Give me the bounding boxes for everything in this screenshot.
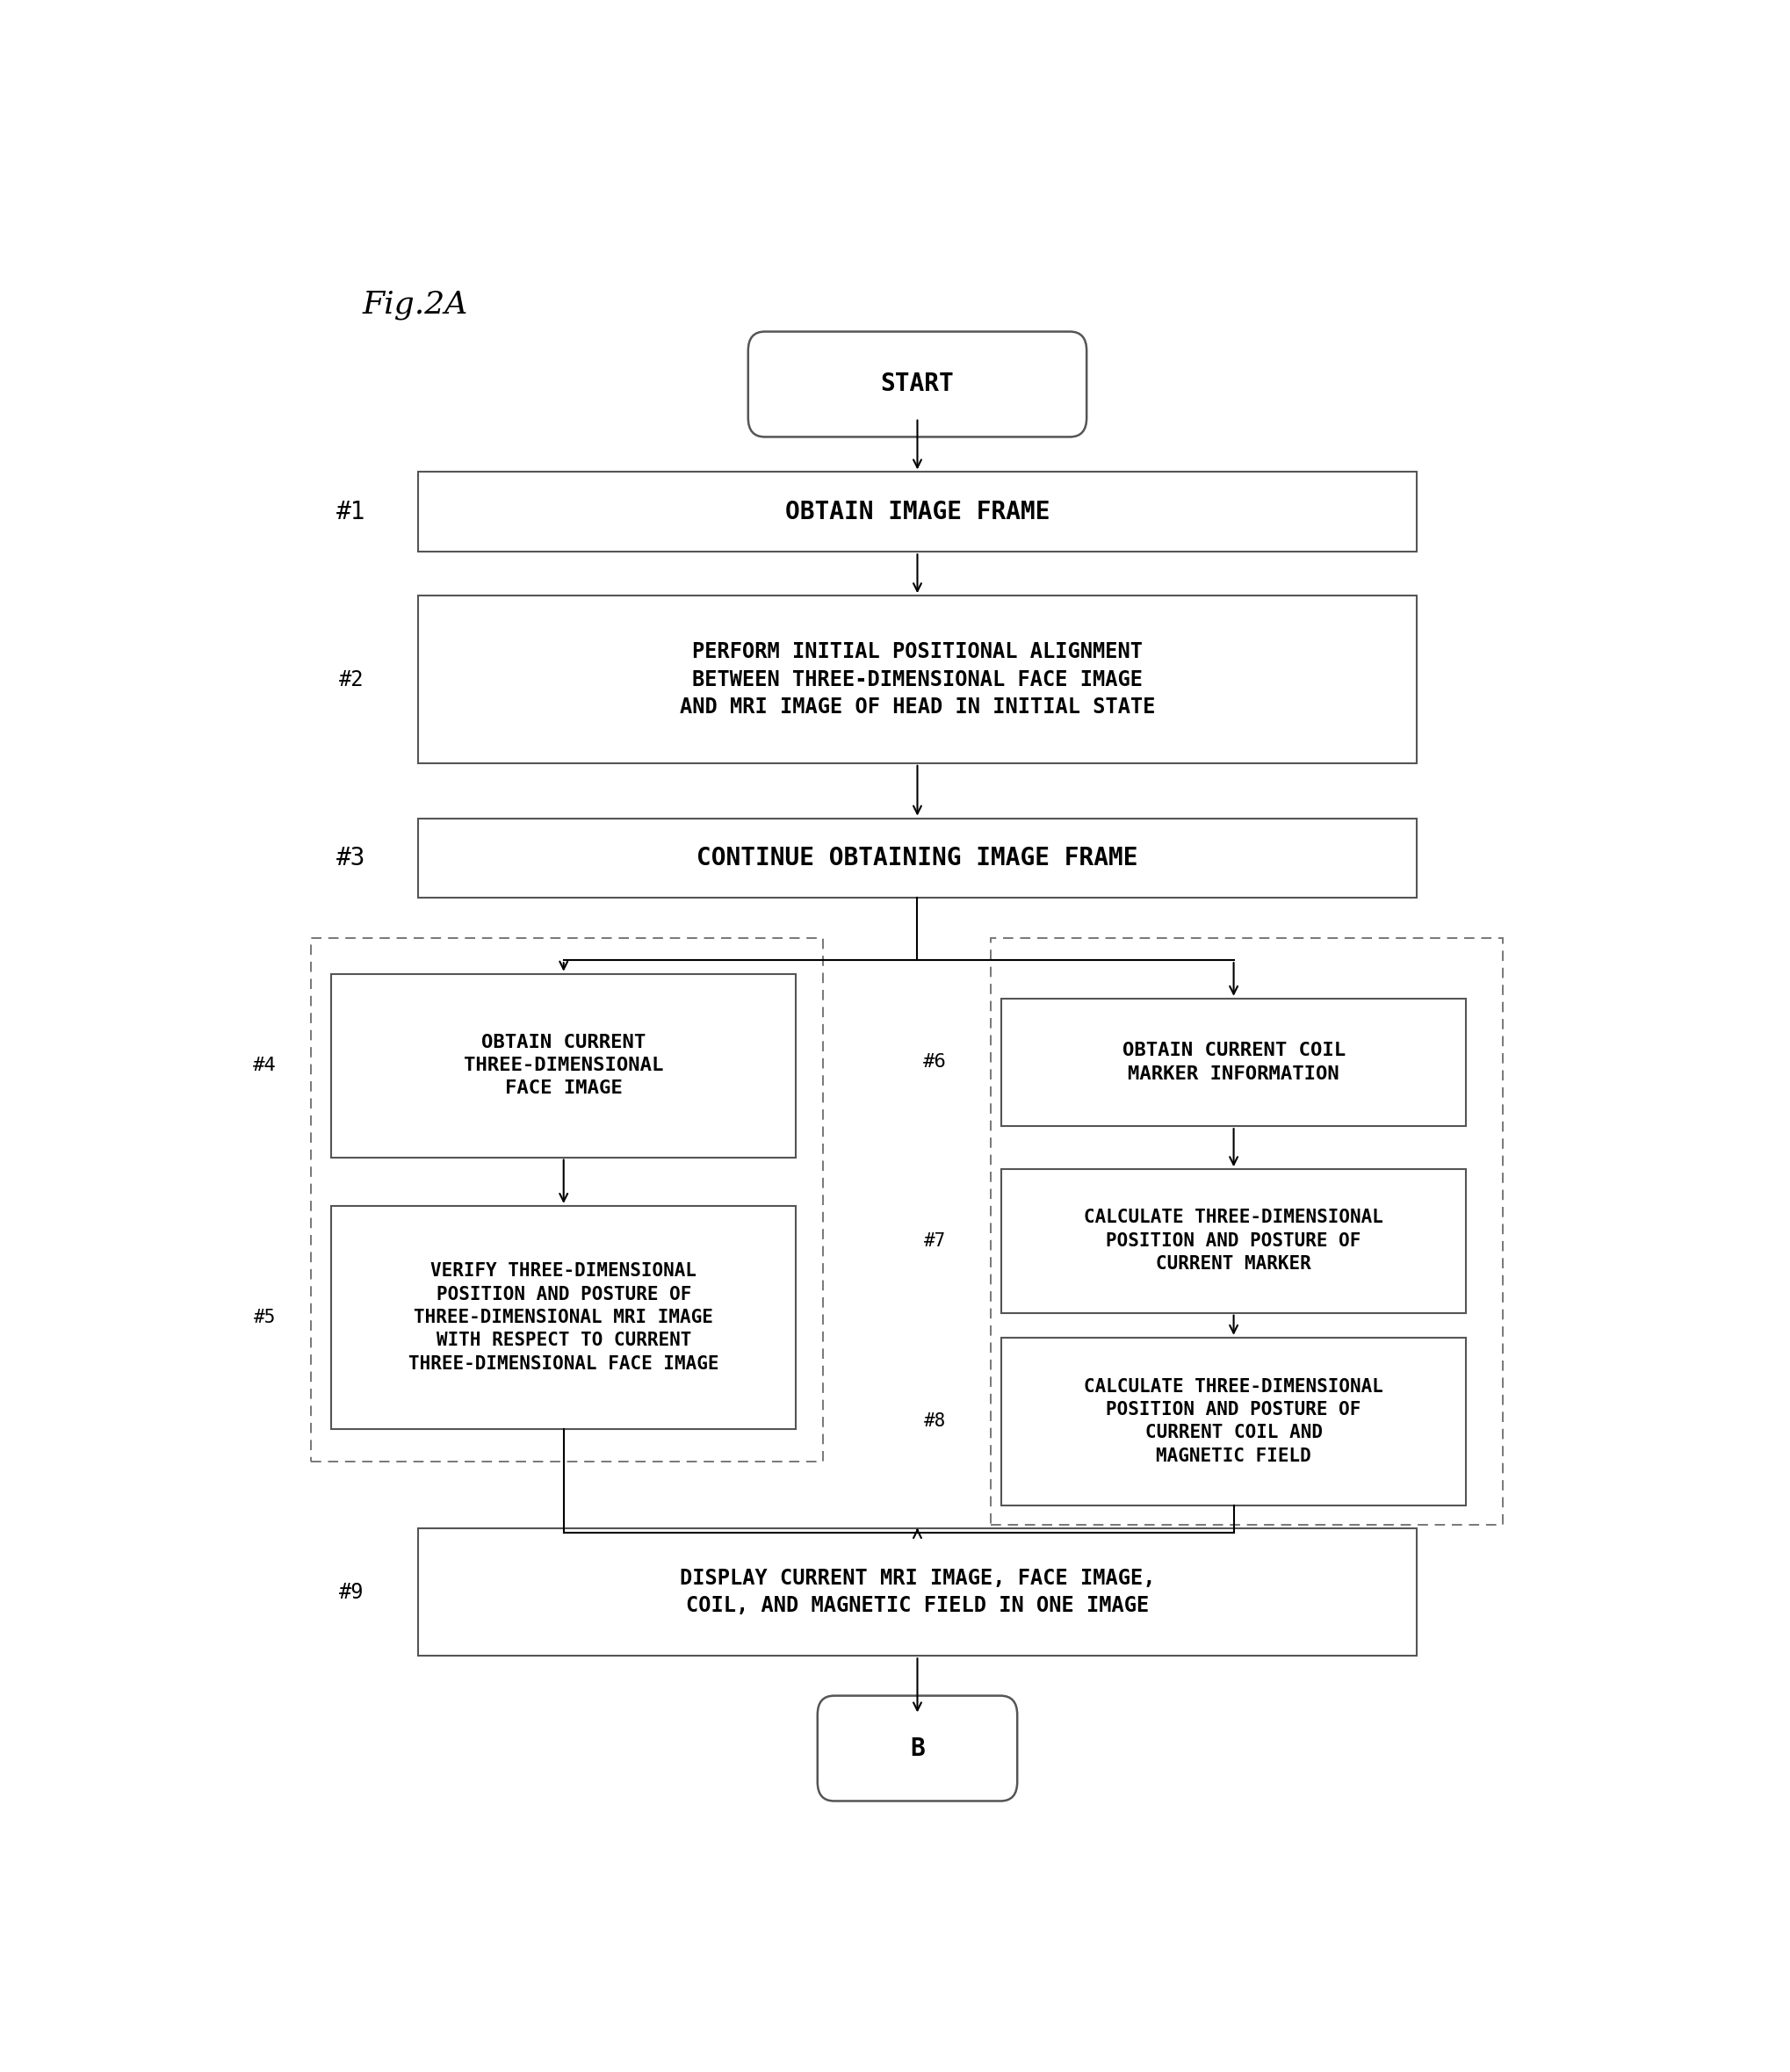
Text: #6: #6 <box>924 1053 947 1071</box>
Text: #7: #7 <box>924 1233 945 1249</box>
Text: OBTAIN CURRENT
THREE-DIMENSIONAL
FACE IMAGE: OBTAIN CURRENT THREE-DIMENSIONAL FACE IM… <box>464 1034 664 1098</box>
Text: START: START <box>881 373 954 396</box>
FancyBboxPatch shape <box>1001 1339 1466 1504</box>
FancyBboxPatch shape <box>1001 1169 1466 1314</box>
Text: CALCULATE THREE-DIMENSIONAL
POSITION AND POSTURE OF
CURRENT COIL AND
MAGNETIC FI: CALCULATE THREE-DIMENSIONAL POSITION AND… <box>1085 1378 1384 1465</box>
FancyBboxPatch shape <box>419 1529 1418 1656</box>
Text: CALCULATE THREE-DIMENSIONAL
POSITION AND POSTURE OF
CURRENT MARKER: CALCULATE THREE-DIMENSIONAL POSITION AND… <box>1085 1210 1384 1272</box>
Text: #8: #8 <box>924 1413 945 1430</box>
FancyBboxPatch shape <box>331 1206 797 1430</box>
Text: #9: #9 <box>338 1581 363 1602</box>
FancyBboxPatch shape <box>419 818 1418 897</box>
FancyBboxPatch shape <box>331 974 797 1158</box>
Text: PERFORM INITIAL POSITIONAL ALIGNMENT
BETWEEN THREE-DIMENSIONAL FACE IMAGE
AND MR: PERFORM INITIAL POSITIONAL ALIGNMENT BET… <box>680 640 1155 717</box>
Text: #5: #5 <box>254 1310 276 1326</box>
FancyBboxPatch shape <box>748 332 1087 437</box>
FancyBboxPatch shape <box>419 595 1418 762</box>
Text: OBTAIN IMAGE FRAME: OBTAIN IMAGE FRAME <box>786 499 1049 524</box>
Text: B: B <box>909 1736 925 1761</box>
Text: VERIFY THREE-DIMENSIONAL
POSITION AND POSTURE OF
THREE-DIMENSIONAL MRI IMAGE
WIT: VERIFY THREE-DIMENSIONAL POSITION AND PO… <box>408 1262 720 1374</box>
Text: #1: #1 <box>337 499 367 524</box>
FancyBboxPatch shape <box>818 1695 1017 1801</box>
Text: #4: #4 <box>252 1057 276 1073</box>
Text: #3: #3 <box>337 845 367 870</box>
Text: Fig.2A: Fig.2A <box>362 290 469 319</box>
FancyBboxPatch shape <box>419 472 1418 551</box>
Text: DISPLAY CURRENT MRI IMAGE, FACE IMAGE,
COIL, AND MAGNETIC FIELD IN ONE IMAGE: DISPLAY CURRENT MRI IMAGE, FACE IMAGE, C… <box>680 1569 1155 1616</box>
Text: CONTINUE OBTAINING IMAGE FRAME: CONTINUE OBTAINING IMAGE FRAME <box>696 845 1138 870</box>
FancyBboxPatch shape <box>1001 999 1466 1127</box>
Text: #2: #2 <box>338 669 363 690</box>
Text: OBTAIN CURRENT COIL
MARKER INFORMATION: OBTAIN CURRENT COIL MARKER INFORMATION <box>1122 1042 1346 1084</box>
